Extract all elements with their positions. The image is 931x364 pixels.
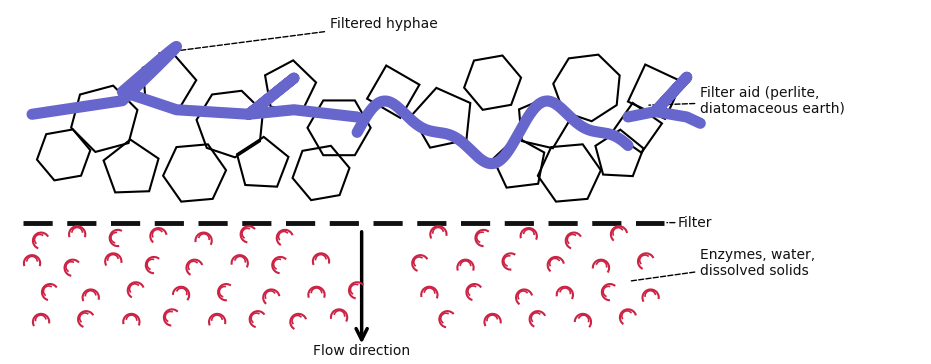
- Text: Filtered hyphae: Filtered hyphae: [156, 17, 438, 54]
- Text: Filter aid (perlite,
diatomaceous earth): Filter aid (perlite, diatomaceous earth): [649, 86, 845, 116]
- Text: Filter: Filter: [678, 215, 712, 230]
- Text: Flow direction: Flow direction: [313, 344, 411, 358]
- Text: Enzymes, water,
dissolved solids: Enzymes, water, dissolved solids: [631, 248, 816, 281]
